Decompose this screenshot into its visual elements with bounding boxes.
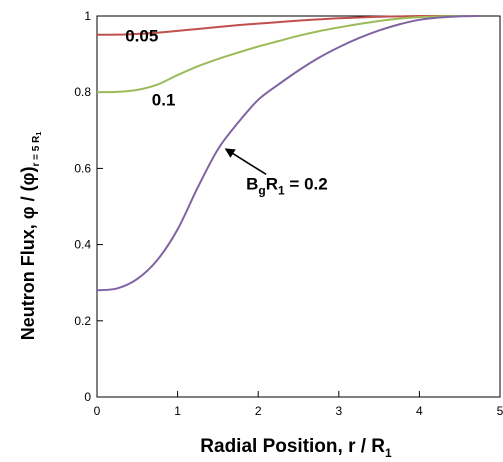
series-line-0-1 [96, 14, 480, 94]
y-tick-label: 1 [84, 9, 91, 23]
annotation-arrow [224, 148, 267, 176]
x-tick-label: 0 [94, 404, 101, 418]
x-tick-label: 3 [335, 404, 342, 418]
x-tick-label: 2 [255, 404, 262, 418]
y-tick-label: 0.2 [74, 314, 91, 328]
plot-area: 0 1 2 3 4 5 0 0.2 0.4 0.6 0.8 1 0.05 0.1 [74, 9, 503, 418]
x-tick-label: 5 [497, 404, 503, 418]
y-axis-title: Neutron Flux, φ / (φ)r = 5 R1 [18, 132, 43, 341]
x-tick-label: 1 [174, 404, 181, 418]
y-tick-label: 0.8 [74, 85, 91, 99]
annotation-bgr1: BgR1 = 0.2 [246, 174, 328, 197]
series-line-0-2 [96, 15, 480, 292]
plot-frame [96, 15, 501, 398]
y-tick-label: 0.6 [74, 161, 91, 175]
x-axis-title: Radial Position, r / R1 [200, 436, 392, 460]
x-tick-label: 4 [416, 404, 423, 418]
series-label-0-05: 0.05 [125, 27, 158, 46]
series-label-0-1: 0.1 [152, 91, 176, 110]
series-line-0-05 [96, 14, 480, 36]
y-tick-label: 0.4 [74, 238, 91, 252]
y-tick-label: 0 [84, 390, 91, 404]
